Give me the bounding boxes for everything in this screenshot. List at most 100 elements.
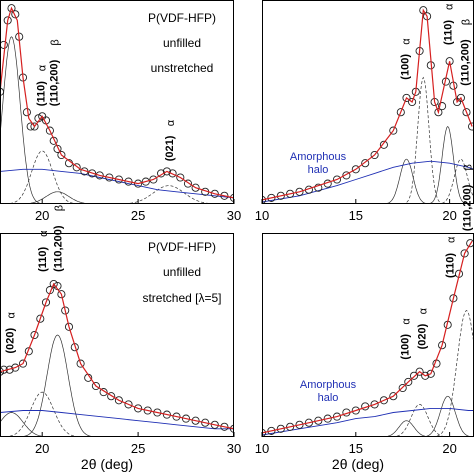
data-point xyxy=(396,108,405,117)
data-point xyxy=(0,367,5,376)
amorphous-halo-curve xyxy=(0,168,234,199)
halo-label-1: Amorphous xyxy=(300,379,357,391)
data-point xyxy=(379,396,388,405)
sample-line-3: unstretched xyxy=(151,61,214,75)
data-point xyxy=(468,122,474,131)
plot-frame xyxy=(0,233,234,437)
phase-label: α xyxy=(401,38,413,45)
x-tick-label: 15 xyxy=(349,441,363,456)
data-point xyxy=(41,298,51,307)
data-point xyxy=(134,404,143,413)
data-point xyxy=(426,369,435,378)
component-peak xyxy=(262,395,474,437)
data-point xyxy=(168,169,177,178)
data-point xyxy=(267,426,276,435)
data-point xyxy=(421,371,430,380)
peak-label: (021) xyxy=(164,135,176,161)
data-point xyxy=(183,179,193,188)
data-point xyxy=(267,193,276,202)
panel-bottom-right: 10 15 20 (100) α (020) α (110) α (110,200) β Amorp… xyxy=(255,164,474,472)
data-point xyxy=(191,416,200,425)
data-point xyxy=(342,171,351,180)
data-point xyxy=(172,412,181,421)
data-point xyxy=(438,102,447,111)
data-point xyxy=(30,122,39,131)
data-point xyxy=(105,173,114,182)
data-point xyxy=(462,108,471,117)
data-point xyxy=(408,97,417,107)
fit-line xyxy=(0,282,234,430)
data-point xyxy=(181,414,191,423)
peak-label: (110) xyxy=(443,20,455,45)
fit-line xyxy=(262,8,473,201)
data-point xyxy=(286,189,295,198)
component-peak xyxy=(262,404,474,437)
data-point xyxy=(49,279,58,289)
data-point xyxy=(402,93,411,102)
component-peak xyxy=(0,334,234,437)
x-axis-label: 2θ (deg) xyxy=(81,456,133,472)
phase-label: α xyxy=(6,312,18,319)
sample-line-1: P(VDF-HFP) xyxy=(148,240,216,254)
phase-label: β xyxy=(463,164,474,170)
data-point xyxy=(107,392,116,401)
data-point xyxy=(415,367,424,376)
data-point xyxy=(76,359,85,368)
data-point xyxy=(276,191,285,200)
data-point xyxy=(409,371,419,380)
data-point xyxy=(370,400,379,409)
halo-label-2: halo xyxy=(318,392,339,404)
component-peak xyxy=(262,125,474,204)
amorphous-halo-curve xyxy=(262,407,474,436)
data-point xyxy=(134,179,143,188)
data-point xyxy=(149,175,158,184)
data-point xyxy=(445,57,454,66)
phase-label: α xyxy=(401,318,413,325)
data-point xyxy=(22,108,31,117)
data-point xyxy=(0,40,8,49)
data-point xyxy=(276,424,285,433)
x-tick-label: 20 xyxy=(35,441,49,456)
data-point xyxy=(438,341,447,350)
peak-label: (020) xyxy=(417,323,429,349)
phase-label: α xyxy=(36,64,48,71)
component-peak xyxy=(0,36,234,204)
data-point xyxy=(114,175,123,184)
data-point xyxy=(398,383,407,393)
data-point xyxy=(314,416,323,425)
peak-label: (100) xyxy=(400,334,412,360)
data-point xyxy=(220,191,229,200)
data-point xyxy=(262,428,267,437)
x-tick-label: 25 xyxy=(131,441,145,456)
data-point xyxy=(201,418,210,427)
data-point xyxy=(11,363,20,372)
x-axis-label: 2θ (deg) xyxy=(332,456,384,472)
data-point xyxy=(11,10,20,19)
data-point xyxy=(404,377,413,386)
data-point xyxy=(323,414,332,423)
fit-line xyxy=(262,240,473,434)
phase-label: β xyxy=(50,39,62,45)
component-peak xyxy=(0,191,234,204)
phase-label: α xyxy=(38,230,50,237)
data-point xyxy=(7,4,16,13)
data-point xyxy=(304,418,313,427)
sample-line-1: P(VDF-HFP) xyxy=(148,11,216,25)
data-point xyxy=(176,173,185,182)
panel-bottom-left: 20 25 30(020)α(110)α (110,200)β P(VDF-HFP) … xyxy=(0,205,241,472)
x-tick-label: 10 xyxy=(255,441,269,456)
data-point xyxy=(88,169,97,178)
data-point xyxy=(143,406,152,415)
peak-label: (110) xyxy=(35,81,47,106)
data-point xyxy=(351,165,360,174)
phase-label: β xyxy=(461,19,473,25)
data-point xyxy=(162,410,171,419)
phase-label: β xyxy=(54,205,66,211)
data-point xyxy=(361,159,370,168)
data-point xyxy=(141,177,150,186)
data-point xyxy=(91,381,100,391)
data-point xyxy=(434,108,443,117)
